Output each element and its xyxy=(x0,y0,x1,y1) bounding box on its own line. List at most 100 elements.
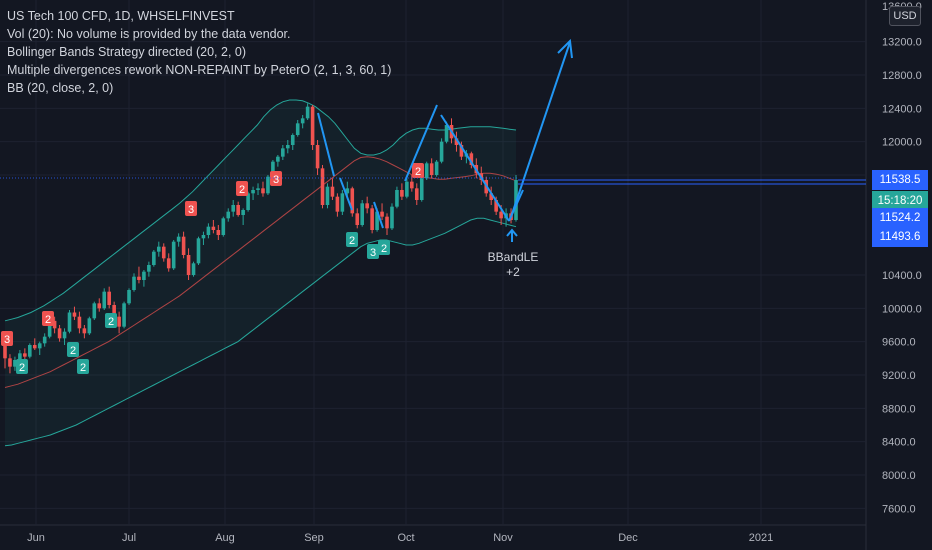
time-tick-label: Dec xyxy=(618,532,638,544)
candle-body xyxy=(8,358,12,367)
bb-upper-line xyxy=(4,99,517,322)
price-tick-label: 8400.0 xyxy=(882,437,916,449)
bearish-divergence-marker: 3 xyxy=(1,331,13,346)
study-bb[interactable]: BB (20, close, 2, 0) xyxy=(7,81,114,95)
candle-body xyxy=(82,328,87,334)
candle-body xyxy=(13,360,17,367)
bearish-divergence-marker: 2 xyxy=(236,181,248,196)
candle-body xyxy=(459,145,464,157)
symbol-title[interactable]: US Tech 100 CFD, 1D, WHSELFINVEST xyxy=(7,9,235,23)
candle-body xyxy=(295,123,300,135)
candle-body xyxy=(424,163,429,179)
candle-body xyxy=(52,320,57,329)
candle-body xyxy=(201,235,206,239)
price-badge-2: 11524.2 xyxy=(872,208,928,228)
candle-body xyxy=(186,255,191,275)
candle-body xyxy=(97,303,102,309)
study-divergences[interactable]: Multiple divergences rework NON-REPAINT … xyxy=(7,63,392,77)
candle-body xyxy=(166,258,171,269)
candle-body xyxy=(434,161,439,175)
divergence-line-3 xyxy=(373,201,384,229)
candle-body xyxy=(429,163,434,175)
candle-body xyxy=(320,168,325,205)
candle-body xyxy=(251,190,255,194)
candle-body xyxy=(414,188,419,200)
wedge-upper-line xyxy=(440,114,510,222)
time-tick-label: Sep xyxy=(304,532,324,544)
marker-box xyxy=(378,240,390,255)
candle-body xyxy=(161,246,166,259)
bearish-divergence-marker: 3 xyxy=(185,201,197,216)
bb-fill xyxy=(5,100,516,446)
candlestick-series xyxy=(3,103,518,374)
candle-body xyxy=(156,246,161,252)
candle-body xyxy=(152,251,156,265)
candle-body xyxy=(365,203,369,209)
candle-body xyxy=(137,276,141,280)
candle-body xyxy=(142,271,146,280)
candle-body xyxy=(67,312,72,332)
candle-body xyxy=(395,190,399,207)
marker-box xyxy=(185,201,197,216)
divergence-line-2 xyxy=(339,177,353,211)
candle-body xyxy=(340,193,345,212)
candle-body xyxy=(419,178,424,200)
currency-button[interactable]: USD xyxy=(889,6,921,26)
candle-body xyxy=(469,153,474,165)
study-volume[interactable]: Vol (20): No volume is provided by the d… xyxy=(7,27,291,41)
candle-body xyxy=(380,211,384,217)
candle-body xyxy=(216,230,221,235)
candle-body xyxy=(494,200,498,212)
candle-body xyxy=(350,188,355,214)
candle-body xyxy=(246,193,250,210)
candle-body xyxy=(127,290,131,304)
price-tick-label: 12800.0 xyxy=(882,70,922,82)
marker-box xyxy=(77,359,89,374)
bbandle-arrow-head xyxy=(506,228,518,237)
candle-body xyxy=(77,316,82,329)
candle-body xyxy=(221,218,226,235)
candle-body xyxy=(3,345,7,359)
marker-label: 2 xyxy=(19,362,25,374)
candle-body xyxy=(276,156,280,162)
candle-body xyxy=(191,263,196,275)
candle-body xyxy=(385,216,389,229)
price-axis[interactable]: 7600.0 8000.0 8400.0 8800.0 9200.0 9600.0 1000… xyxy=(882,1,922,515)
candle-body xyxy=(310,106,315,145)
marker-label: 3 xyxy=(4,334,10,346)
marker-box xyxy=(346,232,358,247)
candle-body xyxy=(181,236,186,255)
price-tick-label: 12000.0 xyxy=(882,137,922,149)
marker-box xyxy=(236,181,248,196)
candle-body xyxy=(315,145,320,169)
candle-body xyxy=(439,141,444,162)
time-axis[interactable]: Jun Jul Aug Sep Oct Nov Dec 2021 xyxy=(27,532,773,544)
candle-body xyxy=(405,181,409,197)
candle-body xyxy=(122,303,126,327)
bullish-divergence-marker: 2 xyxy=(77,359,89,374)
marker-box xyxy=(16,359,28,374)
marker-label: 2 xyxy=(415,166,421,178)
countdown-badge: 15:18:20 xyxy=(872,191,928,211)
marker-label: 2 xyxy=(381,243,387,255)
candle-body xyxy=(305,106,310,119)
study-bb-strategy[interactable]: Bollinger Bands Strategy directed (20, 2… xyxy=(7,45,247,59)
candle-body xyxy=(300,118,305,124)
projection-arrow-line xyxy=(510,41,571,218)
candle-body xyxy=(23,353,27,357)
marker-label: 3 xyxy=(370,247,376,259)
signal-name: BBandLE xyxy=(487,250,539,264)
marker-box xyxy=(367,244,379,259)
candle-body xyxy=(211,226,216,230)
marker-box xyxy=(67,342,79,357)
candle-body xyxy=(132,276,136,290)
trend-drawings[interactable] xyxy=(0,38,866,242)
marker-box xyxy=(105,313,117,328)
candle-body xyxy=(281,148,285,157)
price-tick-label: 9200.0 xyxy=(882,370,916,382)
candle-body xyxy=(360,203,365,225)
candle-body xyxy=(231,205,236,212)
marker-label: 2 xyxy=(108,316,114,328)
